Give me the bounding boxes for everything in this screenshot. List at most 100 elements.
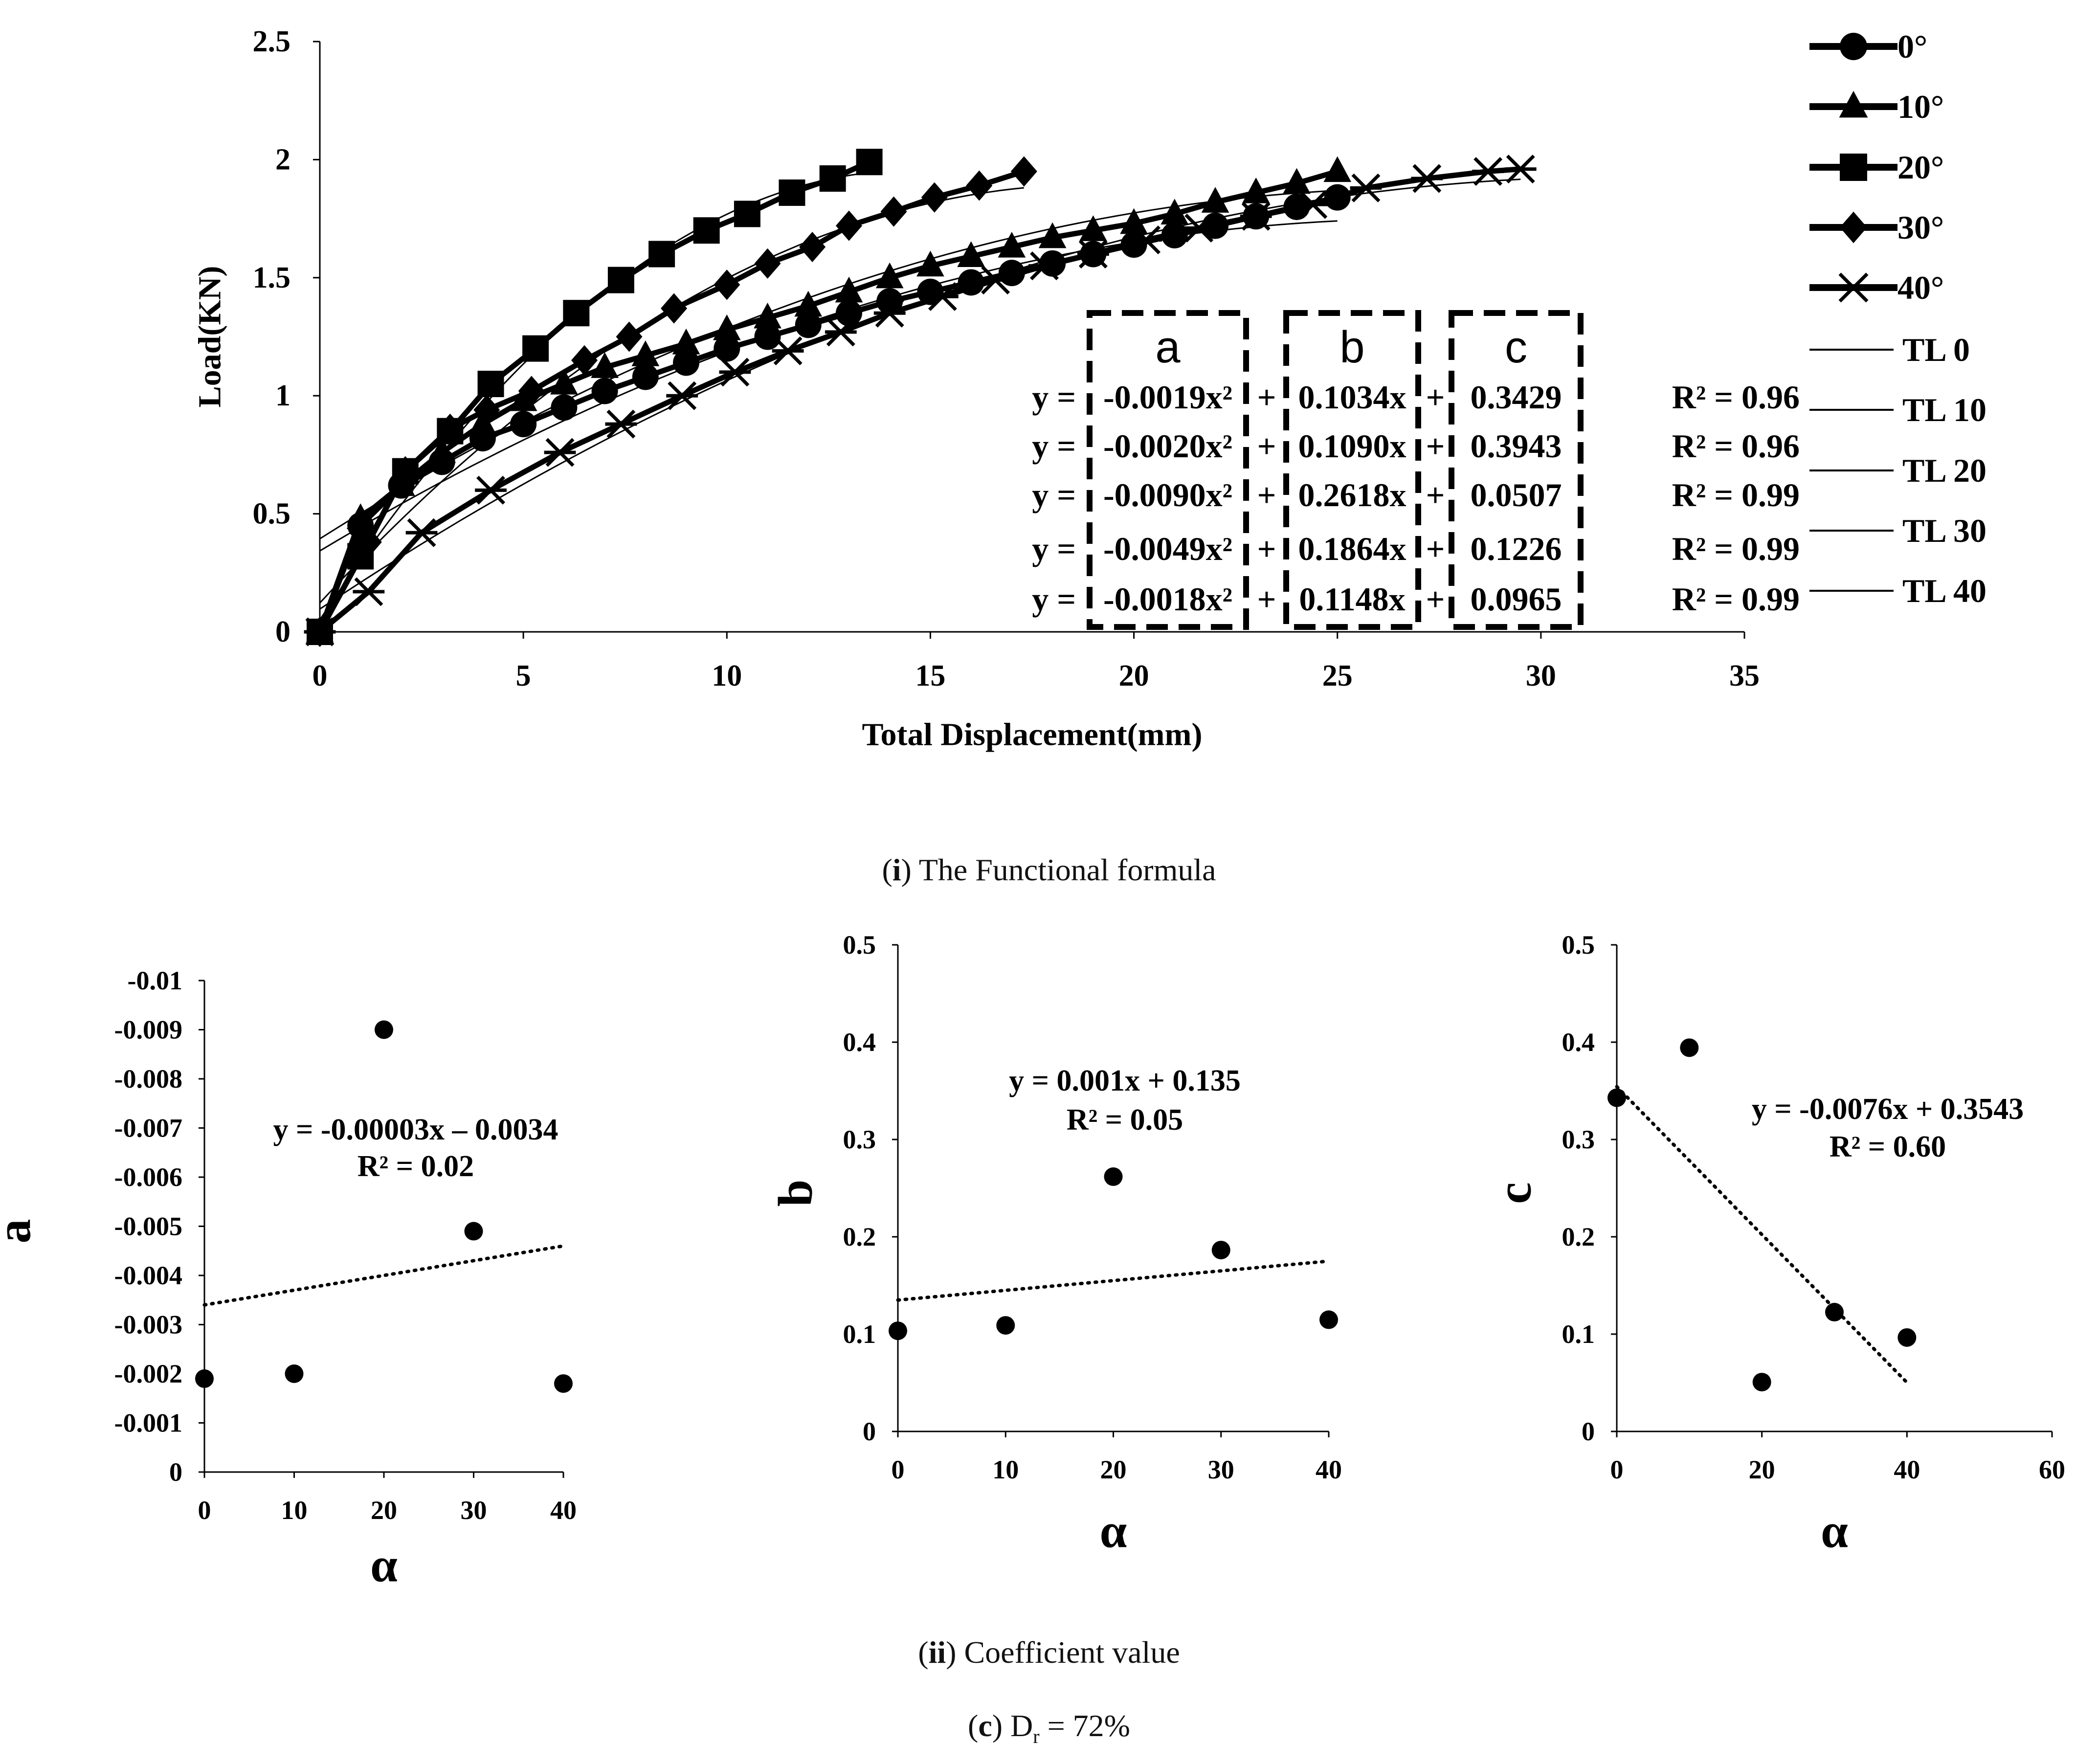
trend-equation-3-a: -0.0049x²	[1103, 530, 1232, 567]
series-10deg-point	[1079, 215, 1107, 241]
coef-plot-a-y-tick-label: -0.009	[114, 1015, 182, 1045]
legend-item-20deg-marker	[1840, 154, 1867, 181]
series-40deg-point	[1297, 190, 1329, 219]
series-30deg-point	[921, 182, 948, 213]
coef-plot-b-point	[1104, 1167, 1123, 1186]
caption-dr-subscript: r	[1033, 1725, 1040, 1747]
coefficient-box-a	[1087, 310, 1249, 630]
trend-equation-3-b: 0.1864x	[1298, 530, 1406, 567]
coef-plot-a-y-tick-label: -0.001	[114, 1408, 182, 1438]
series-10deg-point	[591, 352, 619, 378]
trend-equation-0-b: 0.1034x	[1298, 379, 1406, 416]
series-40deg-point	[1130, 225, 1162, 255]
trend-equation-0-r2: R² = 0.96	[1672, 379, 1800, 416]
coef-plot-a-y-tick-label: 0	[169, 1457, 182, 1487]
series-10deg-point	[672, 328, 700, 355]
trend-equation-4-a: -0.0018x²	[1103, 581, 1232, 618]
trend-equation-1-r2: R² = 0.96	[1672, 427, 1800, 465]
coef-plot-a-y-tick-label: -0.003	[114, 1310, 182, 1340]
trend-equation-1-b: 0.1090x	[1298, 427, 1406, 465]
x-tick-label: 20	[1119, 659, 1149, 692]
series-30deg-point	[799, 231, 826, 263]
x-tick-label: 30	[1526, 659, 1556, 692]
series-10deg-point	[835, 276, 863, 303]
coef-plot-a-point	[464, 1222, 483, 1241]
legend-item-tl-40-label: TL 40	[1902, 572, 1986, 609]
trend-equation-3-plus2: +	[1426, 530, 1445, 567]
series-40deg-point	[1472, 157, 1504, 186]
coef-plot-a-point	[195, 1369, 214, 1388]
coef-plot-a-point	[554, 1374, 573, 1393]
x-tick-label: 5	[516, 659, 531, 692]
series-10deg-point	[713, 314, 741, 340]
series-40deg-point	[475, 475, 507, 505]
series-10deg-point	[428, 437, 456, 463]
series-20deg-point	[856, 149, 883, 176]
trend-equation-4-plus1: +	[1257, 581, 1276, 618]
coef-plot-b-y-tick-label: 0.4	[843, 1027, 876, 1057]
coef-plot-a-y-tick-label: -0.004	[114, 1261, 182, 1290]
series-10deg-point	[875, 262, 904, 289]
trend-equation-2-r2: R² = 0.99	[1672, 476, 1800, 514]
trend-equation-1-y: y =	[1032, 427, 1076, 465]
coef-plot-b-y-tick-label: 0	[863, 1417, 876, 1446]
series-20deg-point	[819, 165, 846, 192]
legend-item-0deg-marker	[1840, 33, 1867, 60]
coef-plot-b-y-tick-label: 0.2	[843, 1222, 876, 1251]
series-30deg-point	[437, 413, 464, 444]
series-40deg-point	[544, 438, 576, 467]
series-10deg-point	[754, 302, 781, 329]
series-40deg-point	[304, 617, 336, 647]
coef-plot-b-point	[1211, 1241, 1230, 1260]
coef-plot-c-y-tick-label: 0.3	[1562, 1125, 1595, 1154]
series-10deg-point	[1242, 177, 1270, 203]
trend-equation-1-plus2: +	[1426, 427, 1445, 465]
caption-panel-prefix: c	[978, 1708, 992, 1743]
coef-plot-c-equation: y = -0.0076x + 0.3543	[1752, 1093, 2024, 1126]
series-10deg-point	[1283, 168, 1311, 194]
series-10deg-point	[916, 250, 944, 277]
coef-plot-c-x-tick-label: 60	[2039, 1455, 2065, 1484]
legend-item-40deg-marker	[1837, 272, 1870, 303]
series-10deg-point	[957, 241, 985, 267]
coef-plot-a-r2: R² = 0.02	[357, 1150, 474, 1183]
trend-equation-1-a: -0.0020x²	[1103, 427, 1232, 465]
trend-equation-4-c: 0.0965	[1471, 581, 1562, 618]
trend-equation-3-plus1: +	[1257, 530, 1276, 567]
coef-plot-a-y-axis-title: a	[0, 1219, 41, 1244]
coef-plot-b-y-tick-label: 0.1	[843, 1319, 876, 1349]
legend-item-30deg-label: 30°	[1897, 209, 1944, 246]
series-30deg-point	[616, 321, 643, 352]
legend-item-20deg-label: 20°	[1897, 149, 1944, 186]
series-10deg-point	[469, 409, 497, 435]
coef-plot-c-point	[1752, 1373, 1771, 1392]
series-0deg-point	[754, 323, 781, 350]
series-0deg-point	[632, 363, 659, 390]
series-30deg-point	[1010, 156, 1037, 187]
coef-plot-c-y-axis-title: c	[1487, 1182, 1541, 1204]
trend-equation-0-y: y =	[1032, 379, 1076, 416]
coef-plot-b-trendline	[896, 1259, 1331, 1302]
series-30deg-point	[754, 248, 781, 279]
series-0deg-point	[673, 349, 700, 376]
series-10deg-point	[346, 503, 375, 529]
y-tick-label: 0.5	[253, 497, 291, 531]
series-20deg-point	[522, 335, 549, 362]
series-40deg-point	[825, 317, 857, 347]
series-40deg-point	[666, 381, 698, 410]
coef-plot-a-y-tick-label: -0.002	[114, 1359, 182, 1388]
series-10deg-point	[1120, 208, 1148, 234]
x-tick-label: 15	[915, 659, 945, 692]
trend-equation-4-r2: R² = 0.99	[1672, 581, 1800, 618]
series-40deg-point	[1504, 155, 1537, 184]
coef-plot-b-point	[996, 1316, 1015, 1335]
y-tick-label: 2	[275, 143, 290, 176]
coef-plot-a-point	[375, 1020, 393, 1039]
coef-plot-b-equation: y = 0.001x + 0.135	[1009, 1064, 1241, 1097]
caption-functional-formula: (i) The Functional formula	[882, 852, 1216, 887]
y-tick-label: 2.5	[253, 25, 291, 58]
coef-plot-b-x-tick-label: 20	[1100, 1455, 1127, 1484]
legend-item-10deg-label: 10°	[1897, 88, 1944, 125]
series-10deg-point	[1201, 187, 1229, 213]
series-10deg-point	[550, 369, 578, 395]
